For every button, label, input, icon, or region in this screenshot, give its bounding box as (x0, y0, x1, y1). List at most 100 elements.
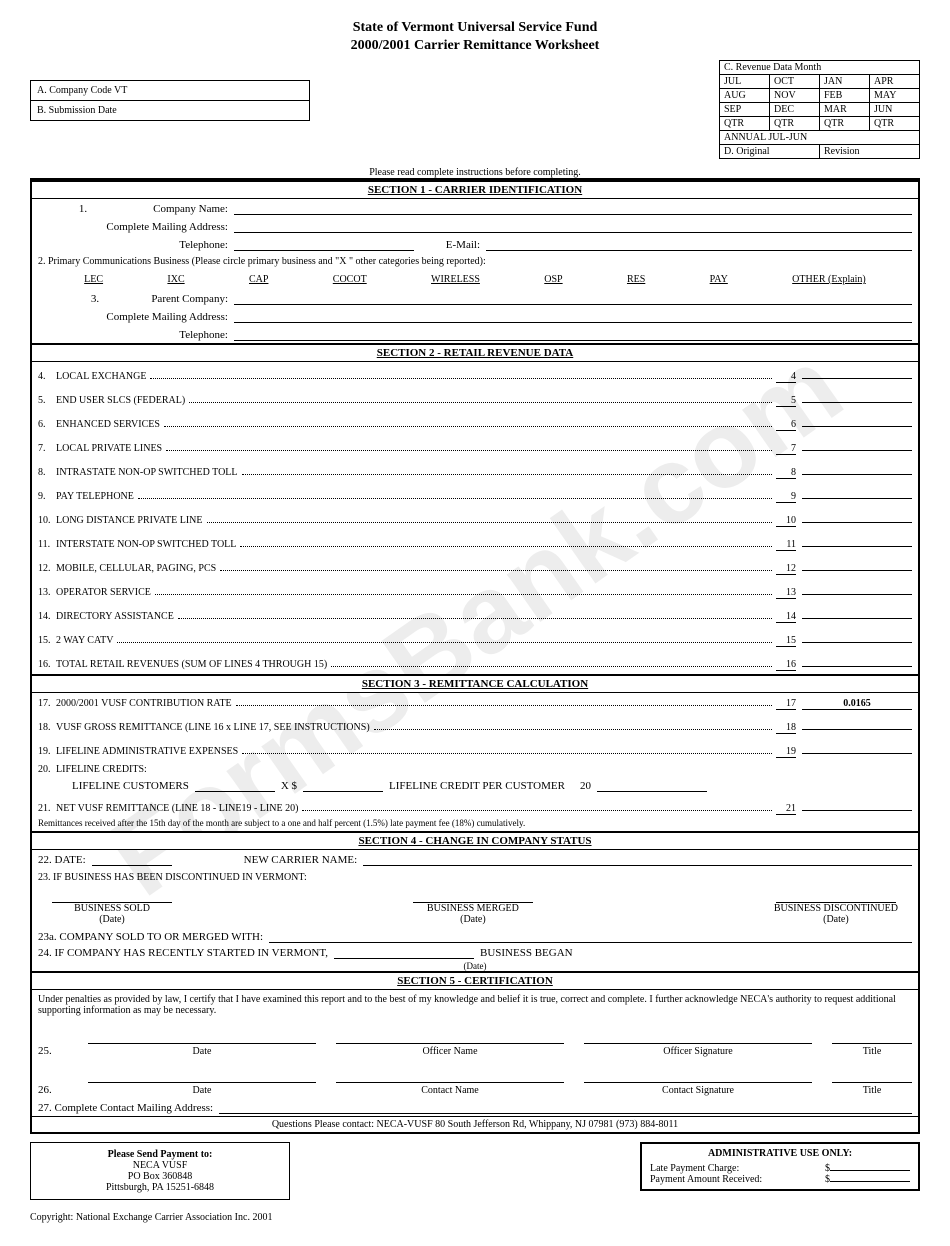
sig25-title[interactable] (832, 1028, 912, 1044)
remit-line-input[interactable] (802, 716, 912, 730)
month-cell[interactable]: MAR (820, 103, 870, 117)
new-carrier-label: NEW CARRIER NAME: (244, 854, 357, 866)
rev-line-input[interactable] (802, 413, 912, 427)
month-cell[interactable]: APR (870, 75, 920, 89)
cat-osp[interactable]: OSP (544, 274, 562, 285)
cat-pay[interactable]: PAY (710, 274, 728, 285)
started-date-input[interactable] (334, 947, 474, 959)
email-input[interactable] (486, 237, 912, 251)
title-label: Title (832, 1083, 912, 1096)
new-carrier-input[interactable] (363, 852, 912, 866)
month-cell[interactable]: QTR (770, 117, 820, 131)
month-cell[interactable]: JAN (820, 75, 870, 89)
net-remit-input[interactable] (802, 797, 912, 811)
line-ref: 12 (776, 563, 796, 575)
line-ref: 15 (776, 635, 796, 647)
sig26-csig[interactable] (584, 1067, 812, 1083)
cat-cocot[interactable]: COCOT (333, 274, 367, 285)
parent-tel-input[interactable] (234, 327, 912, 341)
sold-date-input[interactable] (52, 889, 172, 903)
cat-cap[interactable]: CAP (249, 274, 268, 285)
late-charge-input[interactable] (830, 1170, 910, 1171)
date-sub: (Date) (32, 961, 918, 971)
box-b-label: B. Submission Date (31, 101, 309, 120)
sig26-contact[interactable] (336, 1067, 564, 1083)
rev-line-input[interactable] (802, 629, 912, 643)
month-cell[interactable]: DEC (770, 103, 820, 117)
mailing-addr-input[interactable] (234, 219, 912, 233)
rev-line-input[interactable] (802, 581, 912, 595)
cat-lec[interactable]: LEC (84, 274, 103, 285)
rev-line-label: LOCAL EXCHANGE (56, 371, 146, 382)
month-cell[interactable]: JUL (720, 75, 770, 89)
contact-addr-input[interactable] (219, 1100, 912, 1114)
cat-other[interactable]: OTHER (Explain) (792, 274, 866, 285)
lifeline-customers-input[interactable] (195, 780, 275, 792)
month-cell[interactable]: OCT (770, 75, 820, 89)
row-num: 12. (38, 563, 56, 574)
disc-date-input[interactable] (776, 889, 896, 903)
line-ref: 5 (776, 395, 796, 407)
rev-line-input[interactable] (802, 653, 912, 667)
cat-res[interactable]: RES (627, 274, 645, 285)
sig25-date[interactable] (88, 1028, 316, 1044)
rev-line-input[interactable] (802, 557, 912, 571)
amount-received-input[interactable] (830, 1181, 910, 1182)
s4-date-label: 22. DATE: (38, 854, 86, 866)
sig25-officer[interactable] (336, 1028, 564, 1044)
line-ref: 20 (571, 780, 591, 792)
month-cell[interactable]: QTR (720, 117, 770, 131)
rev-line-input[interactable] (802, 437, 912, 451)
line-ref: 7 (776, 443, 796, 455)
sold-to-input[interactable] (269, 929, 912, 943)
sig26-date[interactable] (88, 1067, 316, 1083)
month-cell[interactable]: SEP (720, 103, 770, 117)
telephone-input[interactable] (234, 237, 414, 251)
rev-line-input[interactable] (802, 389, 912, 403)
month-cell[interactable]: QTR (870, 117, 920, 131)
month-cell[interactable]: NOV (770, 89, 820, 103)
row2-label: 2. Primary Communications Business (Plea… (32, 253, 918, 270)
sig26-title[interactable] (832, 1067, 912, 1083)
month-cell[interactable]: JUN (870, 103, 920, 117)
rev-line-input[interactable] (802, 509, 912, 523)
rev-line-input[interactable] (802, 485, 912, 499)
cat-wireless[interactable]: WIRELESS (431, 274, 480, 285)
line-ref: 8 (776, 467, 796, 479)
month-cell[interactable]: QTR (820, 117, 870, 131)
email-label: E-Mail: (420, 239, 480, 251)
revision-cell[interactable]: Revision (820, 145, 920, 159)
annual-cell[interactable]: ANNUAL JUL-JUN (720, 131, 920, 145)
lifeline-customers-label: LIFELINE CUSTOMERS (72, 780, 189, 792)
section-2-header: SECTION 2 - RETAIL REVENUE DATA (32, 343, 918, 362)
lifeline-total-input[interactable] (597, 780, 707, 792)
rev-line-input[interactable] (802, 365, 912, 379)
month-cell[interactable]: FEB (820, 89, 870, 103)
parent-addr-input[interactable] (234, 309, 912, 323)
lifeline-rate-input[interactable] (303, 780, 383, 792)
rev-line-input[interactable] (802, 605, 912, 619)
line-ref: 19 (776, 746, 796, 758)
rev-line-label: 2 WAY CATV (56, 635, 113, 646)
sig25-osig[interactable] (584, 1028, 812, 1044)
s4-date-input[interactable] (92, 854, 172, 866)
month-cell[interactable]: MAY (870, 89, 920, 103)
cat-ixc[interactable]: IXC (167, 274, 184, 285)
parent-company-label: Parent Company: (151, 293, 228, 305)
parent-company-input[interactable] (234, 291, 912, 305)
month-cell[interactable]: AUG (720, 89, 770, 103)
merged-date-input[interactable] (413, 889, 533, 903)
remit-line-value: 0.0165 (802, 698, 912, 710)
row-num: 19. (38, 746, 56, 757)
rev-line-input[interactable] (802, 533, 912, 547)
company-name-input[interactable] (234, 201, 912, 215)
copyright: Copyright: National Exchange Carrier Ass… (30, 1212, 920, 1223)
remit-line-input[interactable] (802, 740, 912, 754)
month-header: C. Revenue Data Month (720, 61, 920, 75)
line-ref: 10 (776, 515, 796, 527)
net-remit-label: NET VUSF REMITTANCE (LINE 18 - LINE19 - … (56, 803, 298, 814)
amount-received-label: Payment Amount Received: (650, 1174, 825, 1185)
rev-line-input[interactable] (802, 461, 912, 475)
rev-line-label: INTERSTATE NON-OP SWITCHED TOLL (56, 539, 236, 550)
original-cell[interactable]: D. Original (720, 145, 820, 159)
